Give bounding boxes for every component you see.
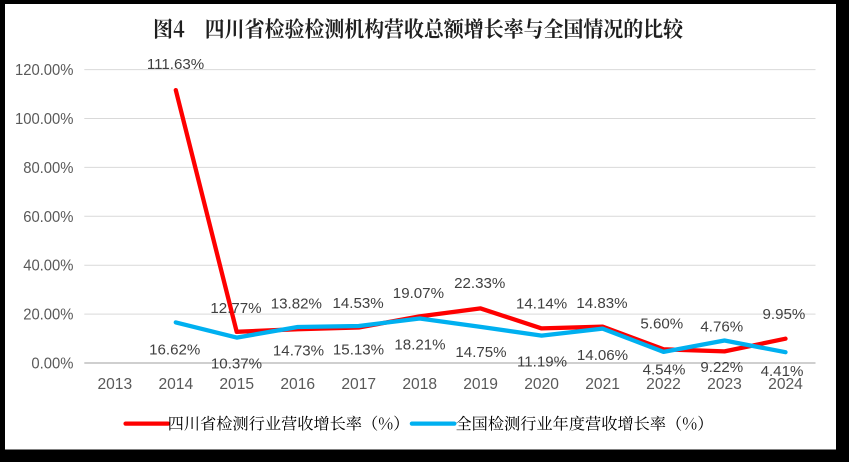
svg-text:2013: 2013 xyxy=(97,376,132,393)
svg-text:2019: 2019 xyxy=(463,376,498,393)
svg-text:11.19%: 11.19% xyxy=(517,353,567,370)
svg-text:60.00%: 60.00% xyxy=(23,209,73,226)
svg-text:2022: 2022 xyxy=(646,376,681,393)
svg-text:20.00%: 20.00% xyxy=(23,306,73,323)
svg-text:14.73%: 14.73% xyxy=(273,342,324,359)
svg-text:2021: 2021 xyxy=(585,376,620,393)
svg-text:18.21%: 18.21% xyxy=(394,336,445,353)
svg-text:2014: 2014 xyxy=(158,376,193,393)
svg-text:14.83%: 14.83% xyxy=(576,295,627,312)
svg-text:15.13%: 15.13% xyxy=(333,342,384,359)
svg-text:2023: 2023 xyxy=(707,376,742,393)
svg-text:13.82%: 13.82% xyxy=(271,296,322,313)
svg-text:22.33%: 22.33% xyxy=(454,275,505,292)
svg-text:4.41%: 4.41% xyxy=(761,363,804,380)
svg-text:100.00%: 100.00% xyxy=(15,111,74,128)
svg-text:2024: 2024 xyxy=(768,376,803,393)
svg-text:0.00%: 0.00% xyxy=(31,355,73,372)
svg-text:19.07%: 19.07% xyxy=(393,285,444,302)
svg-text:4.54%: 4.54% xyxy=(643,361,686,378)
svg-text:120.00%: 120.00% xyxy=(15,62,74,79)
svg-text:14.14%: 14.14% xyxy=(516,296,567,313)
svg-text:10.37%: 10.37% xyxy=(211,356,262,373)
svg-text:2016: 2016 xyxy=(280,376,315,393)
svg-text:12.77%: 12.77% xyxy=(210,300,261,317)
svg-text:111.63%: 111.63% xyxy=(147,56,204,73)
svg-text:2015: 2015 xyxy=(219,376,254,393)
svg-text:80.00%: 80.00% xyxy=(23,160,73,177)
svg-text:2020: 2020 xyxy=(524,376,559,393)
svg-text:14.06%: 14.06% xyxy=(577,347,628,364)
svg-text:4.76%: 4.76% xyxy=(700,318,743,335)
svg-text:40.00%: 40.00% xyxy=(23,258,73,275)
svg-text:14.53%: 14.53% xyxy=(332,295,383,312)
svg-text:16.62%: 16.62% xyxy=(149,342,200,359)
svg-text:9.22%: 9.22% xyxy=(700,359,743,376)
svg-text:9.95%: 9.95% xyxy=(762,306,805,323)
svg-text:5.60%: 5.60% xyxy=(640,316,683,333)
svg-text:2018: 2018 xyxy=(402,376,437,393)
svg-text:14.75%: 14.75% xyxy=(455,344,506,361)
svg-text:2017: 2017 xyxy=(341,376,376,393)
